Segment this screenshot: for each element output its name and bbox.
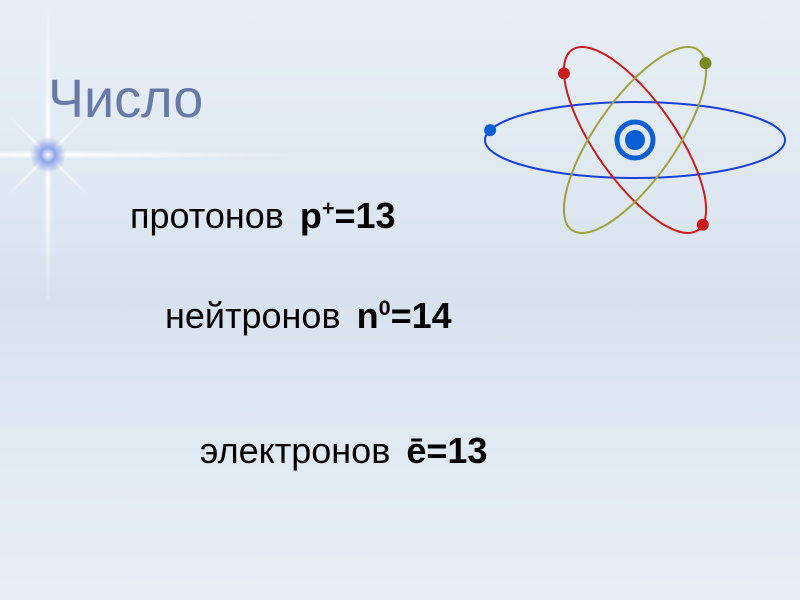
atom-diagram <box>480 10 790 270</box>
slide-title: Число <box>48 68 203 130</box>
particle-symbol: n <box>357 295 379 336</box>
slide-root: Число протоновp+=13нейтроновn0=14электро… <box>0 0 800 600</box>
electron-0 <box>484 124 496 136</box>
particle-line-0: протонов p+=13 <box>130 195 396 237</box>
particle-value: =13 <box>426 430 487 471</box>
particle-value: =14 <box>391 295 452 336</box>
particle-value: =13 <box>335 195 396 236</box>
particle-symbol: ē <box>406 430 426 471</box>
particle-superscript: + <box>322 195 335 220</box>
particle-line-1: нейтронов n0=14 <box>165 295 452 337</box>
particle-line-2: электронов ē=13 <box>200 430 487 472</box>
particle-label: электронов <box>200 430 390 471</box>
cross-star-decoration <box>0 0 300 300</box>
electron-3 <box>699 57 711 69</box>
particle-superscript: 0 <box>379 295 391 320</box>
cross-star-svg <box>0 0 300 300</box>
atom-svg <box>480 10 790 270</box>
electron-1 <box>558 67 570 79</box>
electron-2 <box>697 219 709 231</box>
particle-label: нейтронов <box>165 295 341 336</box>
particle-label: протонов <box>130 195 284 236</box>
particle-symbol: p <box>300 195 322 236</box>
